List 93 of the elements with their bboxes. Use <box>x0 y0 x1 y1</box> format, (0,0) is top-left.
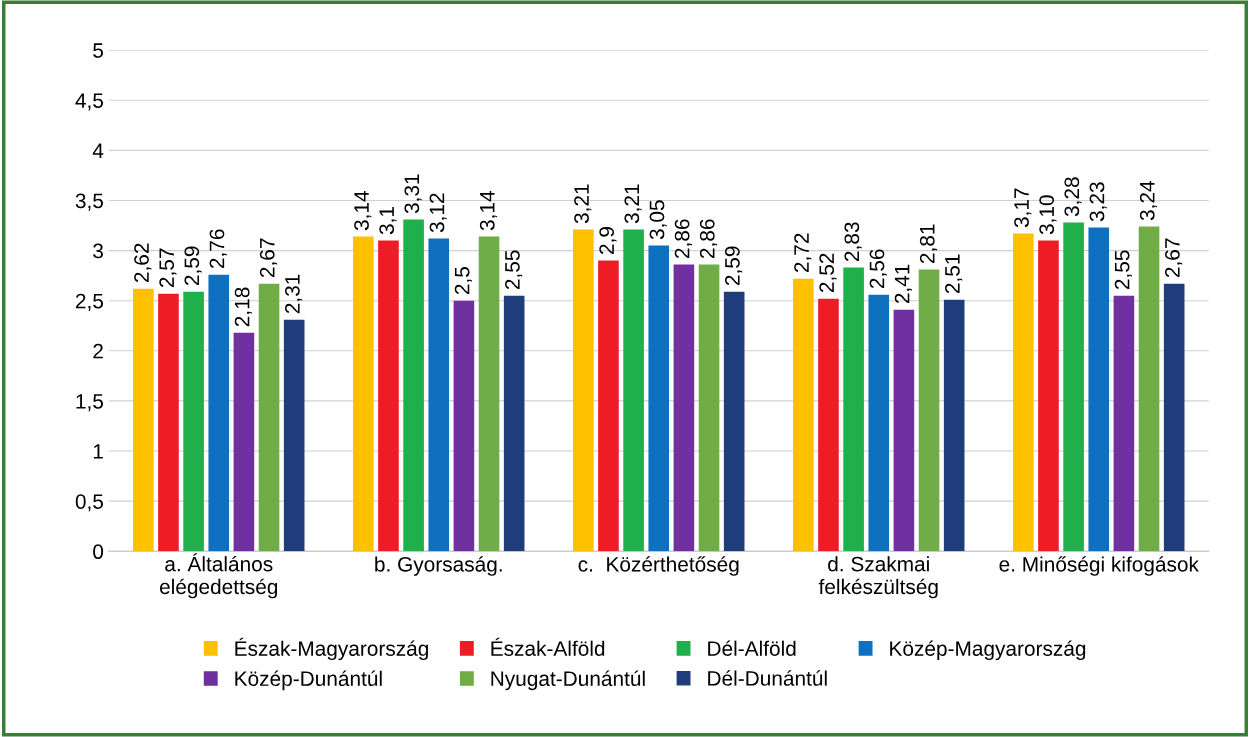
legend-label: Közép-Magyarország <box>890 640 1086 661</box>
bar <box>868 294 890 552</box>
data-label: 3,10 <box>1039 195 1057 235</box>
data-label: 3,24 <box>1139 181 1158 221</box>
legend-label: Dél-Alföld <box>708 640 796 656</box>
x-tick-label: d. Szakmai felkészültség <box>818 556 938 599</box>
data-label: 3,17 <box>1014 188 1032 228</box>
data-label: 2,5 <box>454 267 472 295</box>
data-label: 2,72 <box>794 233 812 273</box>
y-tick-label: 2,5 <box>75 293 104 311</box>
bar <box>1163 283 1185 552</box>
bar <box>258 283 280 552</box>
bar <box>428 238 450 552</box>
data-label: 3,05 <box>649 200 667 240</box>
x-tick-label: b. Gyorsaság. <box>375 556 502 576</box>
bar <box>943 299 965 552</box>
bar <box>208 274 230 552</box>
bar <box>378 240 399 552</box>
bar <box>698 264 720 552</box>
legend-label: Dél-Dunántúl <box>708 670 827 686</box>
bar <box>283 319 305 552</box>
bar <box>918 269 940 552</box>
bar <box>1063 222 1084 552</box>
bar <box>1013 233 1034 552</box>
data-label: 2,83 <box>844 222 862 262</box>
bar <box>843 267 864 552</box>
data-label: 3,14 <box>354 191 372 231</box>
bar <box>233 332 255 552</box>
legend-label: Észak-Alföld <box>491 637 605 656</box>
bar <box>1138 226 1160 552</box>
data-label: 2,86 <box>699 219 718 259</box>
bar <box>673 264 695 552</box>
y-tick-label: 0,5 <box>75 494 104 512</box>
bar <box>183 291 204 552</box>
bar <box>503 295 525 552</box>
data-label: 2,55 <box>505 250 523 290</box>
data-label: 3,28 <box>1064 177 1082 217</box>
data-label: 2,67 <box>259 238 278 278</box>
data-label: 3,12 <box>429 193 447 233</box>
data-label: 3,31 <box>404 174 422 214</box>
bar <box>1088 227 1110 552</box>
data-label: 2,57 <box>159 248 177 288</box>
data-label: 3,23 <box>1089 182 1107 222</box>
legend-label: Észak-Magyarország <box>235 637 428 661</box>
y-tick-label: 4 <box>92 143 104 158</box>
bar <box>158 293 179 552</box>
data-label: 2,76 <box>209 229 227 269</box>
bar <box>893 309 915 552</box>
bar <box>353 236 374 552</box>
data-label: 2,86 <box>674 219 692 259</box>
data-label: 2,67 <box>1165 238 1183 278</box>
data-label: 2,62 <box>134 243 152 283</box>
y-tick-label: 2 <box>93 343 103 359</box>
bar <box>573 229 594 552</box>
y-tick-label: 0 <box>93 544 104 560</box>
x-tick-label: e. Minőségi kifogások <box>999 556 1199 576</box>
data-label: 2,59 <box>184 246 202 286</box>
y-tick-label: 1,5 <box>76 394 104 412</box>
y-tick-label: 4,5 <box>75 93 104 111</box>
data-label: 2,56 <box>869 249 887 289</box>
data-label: 3,14 <box>479 191 498 231</box>
data-label: 2,55 <box>1114 250 1132 290</box>
data-label: 2,81 <box>919 224 938 264</box>
data-label: 2,51 <box>945 254 963 294</box>
legend-label: Nyugat-Dunántúl <box>491 670 645 691</box>
bar <box>1038 240 1059 552</box>
x-tick-label: a. Általános elégedettség <box>159 553 278 599</box>
bar <box>623 229 644 552</box>
bar <box>598 260 619 552</box>
x-tick-label: c. Közérthetőség <box>578 556 739 576</box>
bar <box>133 288 154 552</box>
data-label: 2,59 <box>725 246 743 286</box>
data-label: 2,18 <box>234 287 252 327</box>
bar <box>818 298 839 552</box>
bar <box>723 291 745 552</box>
y-tick-label: 3 <box>93 243 103 259</box>
data-label: 2,9 <box>599 227 617 254</box>
data-label: 3,21 <box>624 184 642 224</box>
y-tick-label: 3,5 <box>75 193 104 211</box>
y-tick-label: 1 <box>93 444 103 459</box>
data-label: 2,31 <box>285 274 303 314</box>
bar <box>403 219 424 552</box>
data-label: 2,52 <box>819 253 837 293</box>
bar <box>1113 295 1135 552</box>
data-label: 2,41 <box>894 264 912 304</box>
bar <box>793 278 814 552</box>
bar <box>648 245 670 552</box>
y-tick-label: 5 <box>93 43 104 58</box>
bar <box>478 236 500 552</box>
data-label: 3,1 <box>379 207 397 235</box>
bar <box>453 300 475 552</box>
data-label: 3,21 <box>574 184 592 224</box>
legend-label: Közép-Dunántúl <box>235 670 382 691</box>
